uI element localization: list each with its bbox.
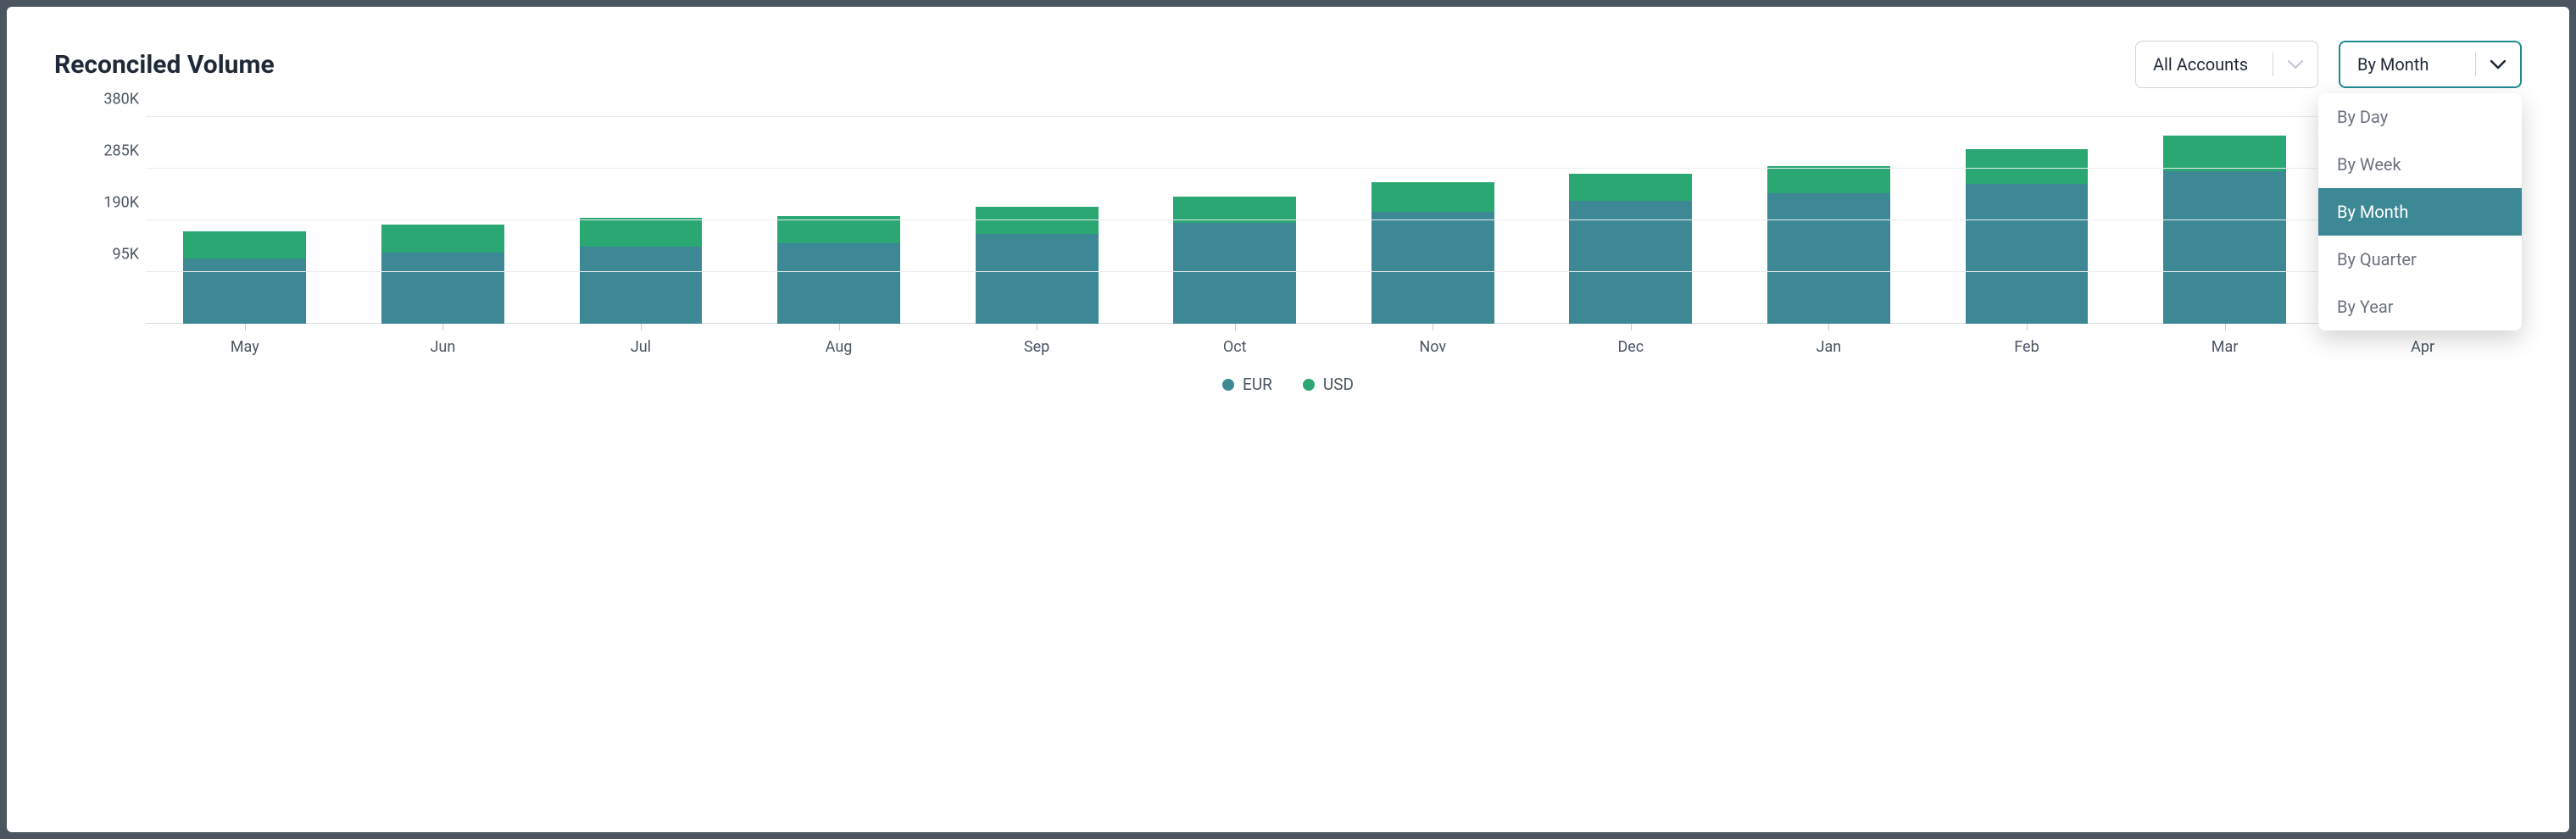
x-tick — [1828, 324, 1829, 331]
y-tick-label: 380K — [54, 90, 139, 108]
bar — [183, 231, 306, 324]
bar-segment — [580, 247, 703, 324]
dropdown-option[interactable]: By Day — [2318, 93, 2522, 141]
reconciled-volume-card: Reconciled Volume All Accounts By Month — [7, 7, 2569, 832]
bar — [777, 216, 900, 324]
bar-segment — [1569, 174, 1692, 201]
dropdown-option[interactable]: By Week — [2318, 141, 2522, 188]
period-dropdown: By DayBy WeekBy MonthBy QuarterBy Year — [2318, 93, 2522, 331]
x-tick-label: Apr — [2411, 338, 2434, 356]
x-tick — [442, 324, 443, 331]
dropdown-option[interactable]: By Month — [2318, 188, 2522, 236]
gridline — [146, 219, 2522, 220]
chevron-down-icon — [2273, 60, 2317, 69]
period-select-label: By Month — [2340, 54, 2475, 75]
bars: MayJunJulAugSepOctNovDecJanFebMarApr — [146, 108, 2522, 324]
x-tick-label: Mar — [2212, 338, 2239, 356]
bar-segment — [1371, 212, 1494, 324]
bar-segment — [1173, 223, 1296, 324]
bar-column: Dec — [1532, 108, 1730, 324]
dropdown-option[interactable]: By Year — [2318, 283, 2522, 331]
bar — [1371, 182, 1494, 324]
x-tick — [641, 324, 642, 331]
x-tick — [1235, 324, 1236, 331]
gridline — [146, 168, 2522, 169]
legend-label: USD — [1323, 375, 1354, 394]
x-tick — [2027, 324, 2028, 331]
legend: EUR USD — [54, 375, 2522, 394]
bar — [1569, 174, 1692, 324]
bar — [1767, 166, 1890, 324]
bar-segment — [381, 253, 504, 324]
x-tick-label: Feb — [2014, 338, 2039, 356]
x-tick — [245, 324, 246, 331]
x-tick — [1037, 324, 1038, 331]
chart: MayJunJulAugSepOctNovDecJanFebMarApr 95K… — [54, 108, 2522, 363]
bar-segment — [381, 225, 504, 253]
x-tick-label: Jun — [430, 338, 455, 356]
y-tick-label: 285K — [54, 142, 139, 159]
account-select[interactable]: All Accounts — [2135, 41, 2318, 88]
bar-column: Feb — [1928, 108, 2126, 324]
plot-area: MayJunJulAugSepOctNovDecJanFebMarApr — [146, 108, 2522, 324]
x-tick-label: Jul — [631, 338, 651, 356]
bar-column: Aug — [740, 108, 938, 324]
bar-segment — [183, 258, 306, 324]
bar — [1966, 149, 2089, 324]
legend-label: EUR — [1243, 375, 1272, 394]
bar-segment — [2163, 136, 2286, 171]
legend-item: EUR — [1222, 375, 1272, 394]
controls: All Accounts By Month By DayBy WeekBy M — [2135, 41, 2522, 88]
bar-segment — [1966, 184, 2089, 324]
x-tick — [1631, 324, 1632, 331]
bar — [976, 207, 1099, 324]
bar-segment — [976, 207, 1099, 234]
legend-swatch — [1222, 379, 1234, 391]
y-tick-label: 95K — [54, 245, 139, 263]
bar-segment — [1371, 182, 1494, 212]
dropdown-option[interactable]: By Quarter — [2318, 236, 2522, 283]
bar-column: Jun — [344, 108, 542, 324]
bar-column: Nov — [1333, 108, 1532, 324]
x-tick — [2225, 324, 2226, 331]
bar-segment — [1767, 166, 1890, 193]
x-tick-label: May — [231, 338, 259, 356]
bar-segment — [580, 218, 703, 247]
bar-column: Oct — [1136, 108, 1334, 324]
gridline — [146, 271, 2522, 272]
bar — [2163, 136, 2286, 324]
bar-column: Sep — [937, 108, 1136, 324]
legend-swatch — [1303, 379, 1315, 391]
x-tick-label: Oct — [1223, 338, 1247, 356]
bar-segment — [976, 234, 1099, 324]
x-tick-label: Aug — [826, 338, 853, 356]
gridline — [146, 116, 2522, 117]
bar-segment — [183, 231, 306, 258]
bar — [1173, 197, 1296, 324]
chevron-down-icon — [2476, 60, 2520, 69]
card-title: Reconciled Volume — [54, 50, 275, 80]
x-tick-label: Nov — [1419, 338, 1446, 356]
x-tick-label: Dec — [1617, 338, 1644, 356]
bar-segment — [2163, 171, 2286, 324]
bar-segment — [1966, 149, 2089, 185]
y-tick-label: 190K — [54, 193, 139, 211]
bar-column: May — [146, 108, 344, 324]
bar-column: Mar — [2126, 108, 2324, 324]
x-tick-label: Sep — [1024, 338, 1049, 356]
bar-column: Jul — [542, 108, 740, 324]
period-select[interactable]: By Month — [2339, 41, 2522, 88]
bar-segment — [1767, 193, 1890, 324]
x-tick-label: Jan — [1817, 338, 1842, 356]
legend-item: USD — [1303, 375, 1354, 394]
bar-segment — [777, 243, 900, 324]
card-header: Reconciled Volume All Accounts By Month — [54, 41, 2522, 88]
bar-column: Jan — [1730, 108, 1928, 324]
x-tick — [839, 324, 840, 331]
bar — [381, 225, 504, 324]
account-select-label: All Accounts — [2136, 54, 2273, 75]
